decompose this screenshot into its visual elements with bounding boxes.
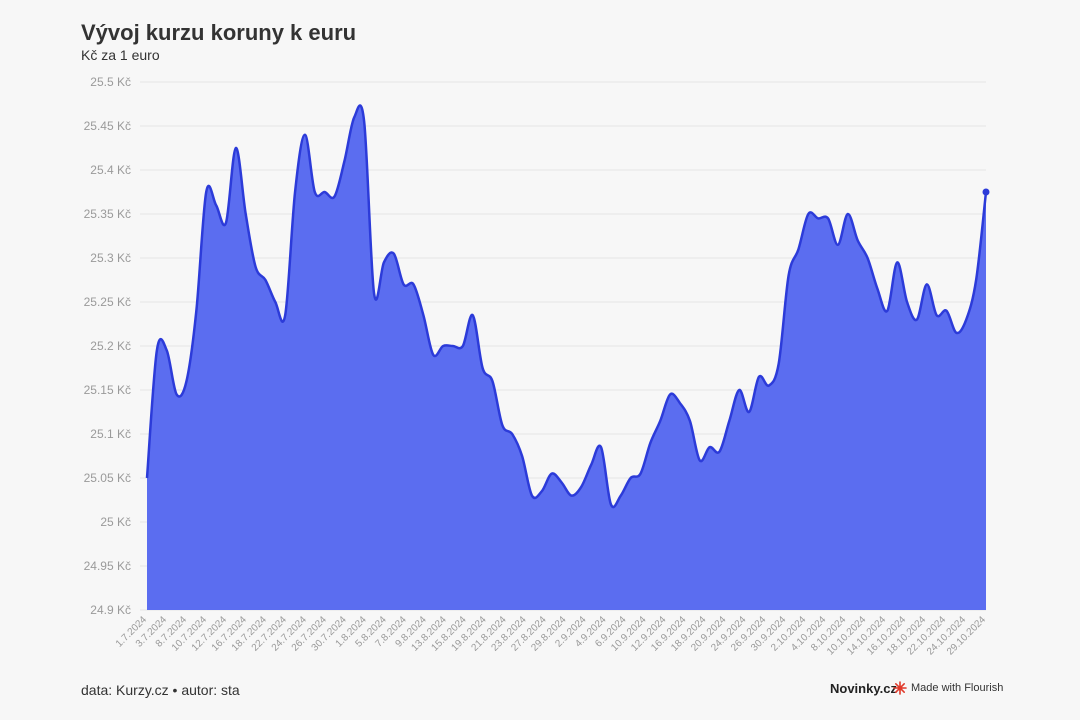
y-tick-label: 24.9 Kč bbox=[90, 603, 131, 617]
last-point-marker[interactable] bbox=[982, 188, 990, 196]
y-tick-label: 25.5 Kč bbox=[90, 75, 131, 89]
y-tick-label: 25.2 Kč bbox=[90, 339, 131, 353]
brand-link[interactable]: Novinky.cz bbox=[830, 681, 897, 696]
flourish-credit[interactable]: Made with Flourish bbox=[893, 681, 1003, 695]
chart-title: Vývoj kurzu koruny k euru bbox=[81, 20, 357, 45]
source-credit: data: Kurzy.cz • autor: sta bbox=[81, 682, 240, 698]
y-tick-label: 24.95 Kč bbox=[84, 559, 131, 573]
chart-subtitle: Kč za 1 euro bbox=[81, 47, 160, 63]
series-line bbox=[145, 104, 988, 509]
flourish-label: Made with Flourish bbox=[911, 682, 1004, 694]
y-tick-label: 25.35 Kč bbox=[84, 207, 131, 221]
area-layer bbox=[145, 104, 988, 611]
y-tick-label: 25.4 Kč bbox=[90, 163, 131, 177]
y-axis: 24.9 Kč 24.95 Kč 25 Kč 25.05 Kč 25.1 Kč 25.15… bbox=[84, 75, 131, 617]
x-axis: 1.7.20243.7.20248.7.202410.7.202412.7.20… bbox=[114, 614, 989, 657]
y-tick-label: 25.15 Kč bbox=[84, 383, 131, 397]
y-tick-label: 25.1 Kč bbox=[90, 427, 131, 441]
series-area bbox=[147, 105, 986, 611]
point-layer bbox=[982, 188, 990, 196]
y-tick-label: 25.25 Kč bbox=[84, 295, 131, 309]
y-tick-label: 25.3 Kč bbox=[90, 251, 131, 265]
flourish-icon bbox=[893, 681, 907, 695]
y-tick-label: 25.05 Kč bbox=[84, 471, 131, 485]
y-tick-label: 25.45 Kč bbox=[84, 119, 131, 133]
y-tick-label: 25 Kč bbox=[100, 515, 131, 529]
